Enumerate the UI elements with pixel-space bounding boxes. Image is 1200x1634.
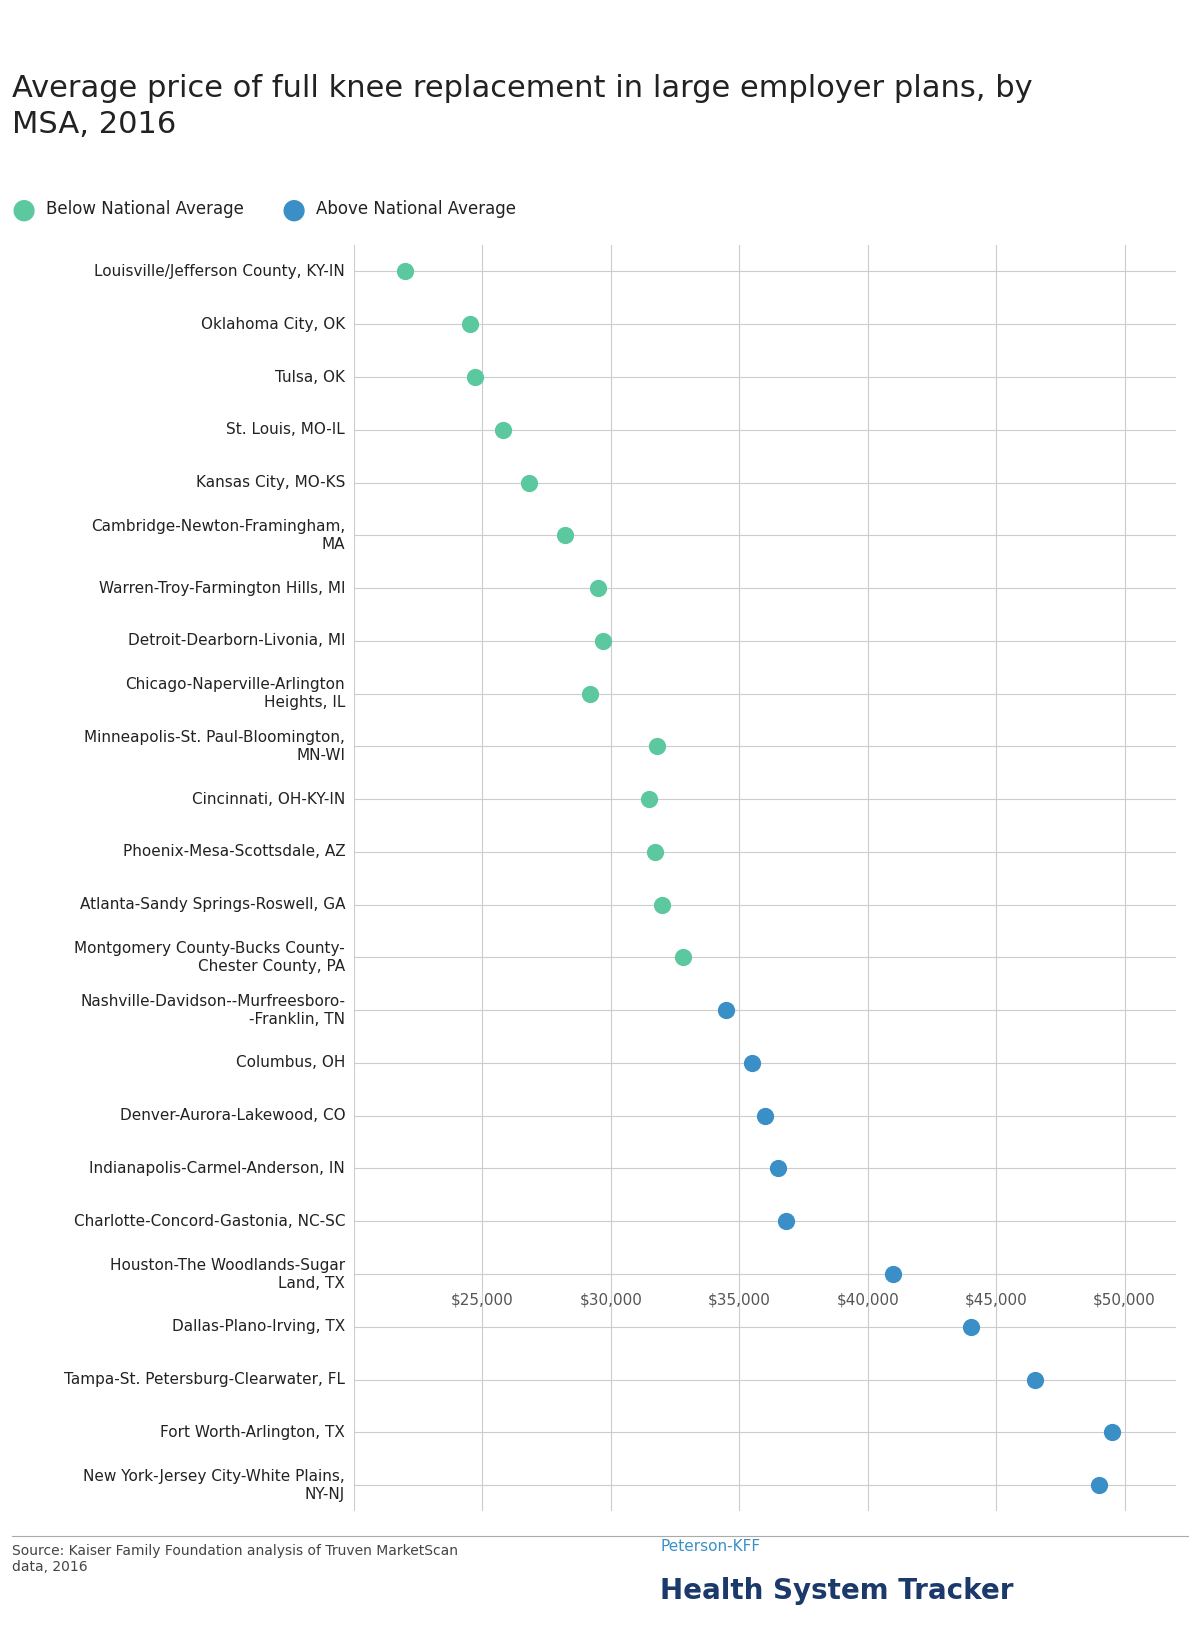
Text: Tulsa, OK: Tulsa, OK: [275, 369, 346, 384]
Text: Denver-Aurora-Lakewood, CO: Denver-Aurora-Lakewood, CO: [120, 1108, 346, 1123]
Point: [776, 1208, 796, 1234]
Point: [588, 575, 607, 601]
Text: Dallas-Plano-Irving, TX: Dallas-Plano-Irving, TX: [172, 1319, 346, 1335]
Text: St. Louis, MO-IL: St. Louis, MO-IL: [227, 422, 346, 438]
Text: Health System Tracker: Health System Tracker: [660, 1577, 1014, 1605]
Point: [520, 469, 539, 495]
Point: [716, 997, 736, 1023]
Text: $30,000: $30,000: [580, 1292, 642, 1307]
Text: Warren-Troy-Farmington Hills, MI: Warren-Troy-Farmington Hills, MI: [98, 580, 346, 595]
Text: Oklahoma City, OK: Oklahoma City, OK: [200, 317, 346, 332]
Text: Source: Kaiser Family Foundation analysis of Truven MarketScan
data, 2016: Source: Kaiser Family Foundation analysi…: [12, 1544, 458, 1574]
Text: ●: ●: [282, 194, 306, 224]
Text: Average price of full knee replacement in large employer plans, by
MSA, 2016: Average price of full knee replacement i…: [12, 74, 1033, 139]
Text: Montgomery County-Bucks County-
Chester County, PA: Montgomery County-Bucks County- Chester …: [74, 941, 346, 974]
Text: Atlanta-Sandy Springs-Roswell, GA: Atlanta-Sandy Springs-Roswell, GA: [79, 897, 346, 912]
Text: $25,000: $25,000: [451, 1292, 514, 1307]
Text: Tampa-St. Petersburg-Clearwater, FL: Tampa-St. Petersburg-Clearwater, FL: [64, 1373, 346, 1387]
Text: Fort Worth-Arlington, TX: Fort Worth-Arlington, TX: [161, 1425, 346, 1440]
Text: $45,000: $45,000: [965, 1292, 1027, 1307]
Text: Detroit-Dearborn-Livonia, MI: Detroit-Dearborn-Livonia, MI: [127, 634, 346, 649]
Point: [961, 1314, 980, 1340]
Point: [1025, 1366, 1044, 1392]
Text: $35,000: $35,000: [708, 1292, 770, 1307]
Point: [653, 892, 672, 918]
Text: Minneapolis-St. Paul-Bloomington,
MN-WI: Minneapolis-St. Paul-Bloomington, MN-WI: [84, 730, 346, 763]
Text: Peterson-KFF: Peterson-KFF: [660, 1539, 760, 1554]
Point: [1102, 1420, 1121, 1446]
Text: Nashville-Davidson--Murfreesboro-
-Franklin, TN: Nashville-Davidson--Murfreesboro- -Frank…: [80, 993, 346, 1026]
Point: [466, 364, 485, 391]
Point: [644, 838, 664, 864]
Text: Columbus, OH: Columbus, OH: [235, 1056, 346, 1070]
Text: ●: ●: [12, 194, 36, 224]
Point: [640, 786, 659, 812]
Point: [1090, 1472, 1109, 1498]
Point: [556, 523, 575, 549]
Text: Cincinnati, OH-KY-IN: Cincinnati, OH-KY-IN: [192, 791, 346, 807]
Point: [493, 417, 512, 443]
Text: Charlotte-Concord-Gastonia, NC-SC: Charlotte-Concord-Gastonia, NC-SC: [73, 1214, 346, 1229]
Point: [756, 1103, 775, 1129]
Text: Louisville/Jefferson County, KY-IN: Louisville/Jefferson County, KY-IN: [95, 265, 346, 279]
Text: Above National Average: Above National Average: [316, 199, 516, 219]
Point: [673, 944, 692, 971]
Point: [743, 1051, 762, 1077]
Text: Below National Average: Below National Average: [46, 199, 244, 219]
Point: [768, 1155, 787, 1181]
Point: [594, 627, 613, 654]
Point: [884, 1261, 904, 1288]
Text: Cambridge-Newton-Framingham,
MA: Cambridge-Newton-Framingham, MA: [91, 520, 346, 552]
Point: [396, 258, 415, 284]
Text: New York-Jersey City-White Plains,
NY-NJ: New York-Jersey City-White Plains, NY-NJ: [83, 1469, 346, 1502]
Text: Kansas City, MO-KS: Kansas City, MO-KS: [196, 475, 346, 490]
Text: $40,000: $40,000: [836, 1292, 899, 1307]
Point: [581, 680, 600, 706]
Text: $50,000: $50,000: [1093, 1292, 1156, 1307]
Text: Houston-The Woodlands-Sugar
Land, TX: Houston-The Woodlands-Sugar Land, TX: [110, 1258, 346, 1291]
Text: Phoenix-Mesa-Scottsdale, AZ: Phoenix-Mesa-Scottsdale, AZ: [122, 845, 346, 859]
Point: [648, 734, 667, 760]
Text: Chicago-Naperville-Arlington
Heights, IL: Chicago-Naperville-Arlington Heights, IL: [126, 676, 346, 711]
Point: [460, 310, 479, 337]
Text: Indianapolis-Carmel-Anderson, IN: Indianapolis-Carmel-Anderson, IN: [89, 1162, 346, 1176]
